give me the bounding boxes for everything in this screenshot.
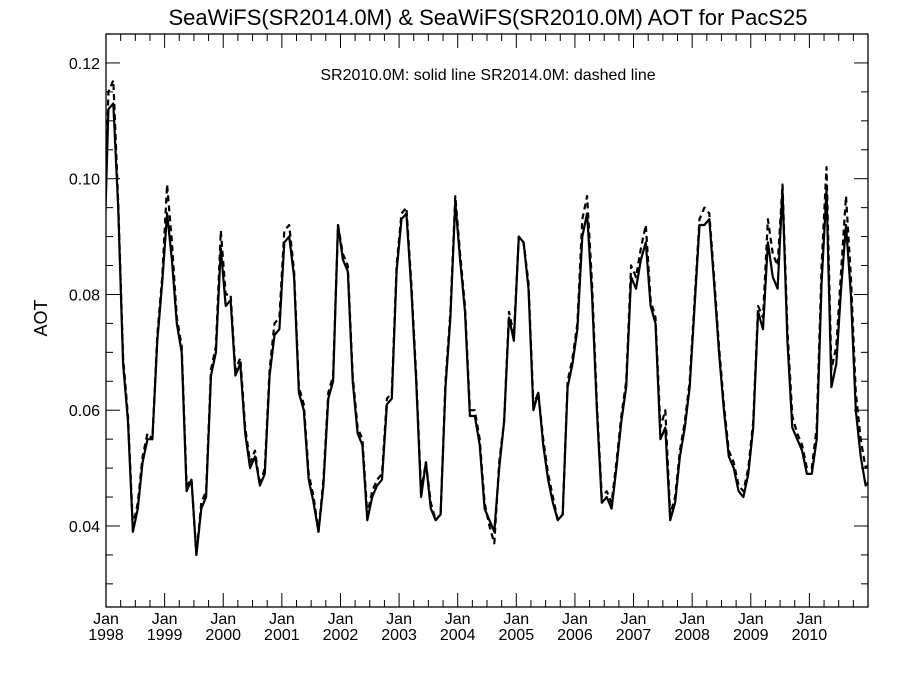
series-line-sr2010-0m (106, 102, 868, 557)
x-tick-label-month: Jan (93, 611, 119, 628)
x-tick-label-month: Jan (269, 611, 295, 628)
series-layer (106, 79, 868, 557)
x-tick-label-year: 2010 (792, 627, 828, 644)
x-tick-label-month: Jan (386, 611, 412, 628)
x-tick-label-year: 2000 (205, 627, 241, 644)
x-tick-label-month: Jan (210, 611, 236, 628)
line-style-annotation: SR2010.0M: solid line SR2014.0M: dashed … (320, 67, 655, 84)
x-tick-label-year: 2002 (323, 627, 359, 644)
x-tick-label-year: 2003 (381, 627, 417, 644)
series-line-sr2014-0m (106, 79, 868, 557)
x-tick-label-month: Jan (796, 611, 822, 628)
x-tick-label-month: Jan (562, 611, 588, 628)
x-tick-label-month: Jan (445, 611, 471, 628)
y-tick-label: 0.06 (69, 403, 100, 420)
y-tick-label: 0.10 (69, 172, 100, 189)
x-tick-label-month: Jan (621, 611, 647, 628)
chart-title: SeaWiFS(SR2014.0M) & SeaWiFS(SR2010.0M) … (168, 5, 807, 30)
x-tick-label-month: Jan (738, 611, 764, 628)
x-axis-ticks: Jan1998Jan1999Jan2000Jan2001Jan2002Jan20… (88, 34, 869, 644)
x-tick-label-month: Jan (679, 611, 705, 628)
y-axis-label: AOT (31, 299, 51, 336)
x-tick-label-year: 1999 (147, 627, 183, 644)
x-tick-label-month: Jan (503, 611, 529, 628)
x-tick-label-month: Jan (152, 611, 178, 628)
y-tick-label: 0.12 (69, 56, 100, 73)
plot-frame (105, 33, 869, 608)
x-tick-label-year: 2005 (499, 627, 535, 644)
x-tick-label-year: 2006 (557, 627, 593, 644)
y-axis-ticks: 0.04 0.06 0.08 0.10 0.12 (69, 56, 868, 585)
x-tick-label-year: 1998 (88, 627, 124, 644)
y-tick-label: 0.08 (69, 287, 100, 304)
x-tick-label-year: 2001 (264, 627, 300, 644)
y-tick-label: 0.04 (69, 519, 100, 536)
x-tick-label-month: Jan (328, 611, 354, 628)
x-tick-label-year: 2008 (674, 627, 710, 644)
x-tick-label-year: 2007 (616, 627, 652, 644)
x-tick-label-year: 2004 (440, 627, 476, 644)
x-tick-label-year: 2009 (733, 627, 769, 644)
